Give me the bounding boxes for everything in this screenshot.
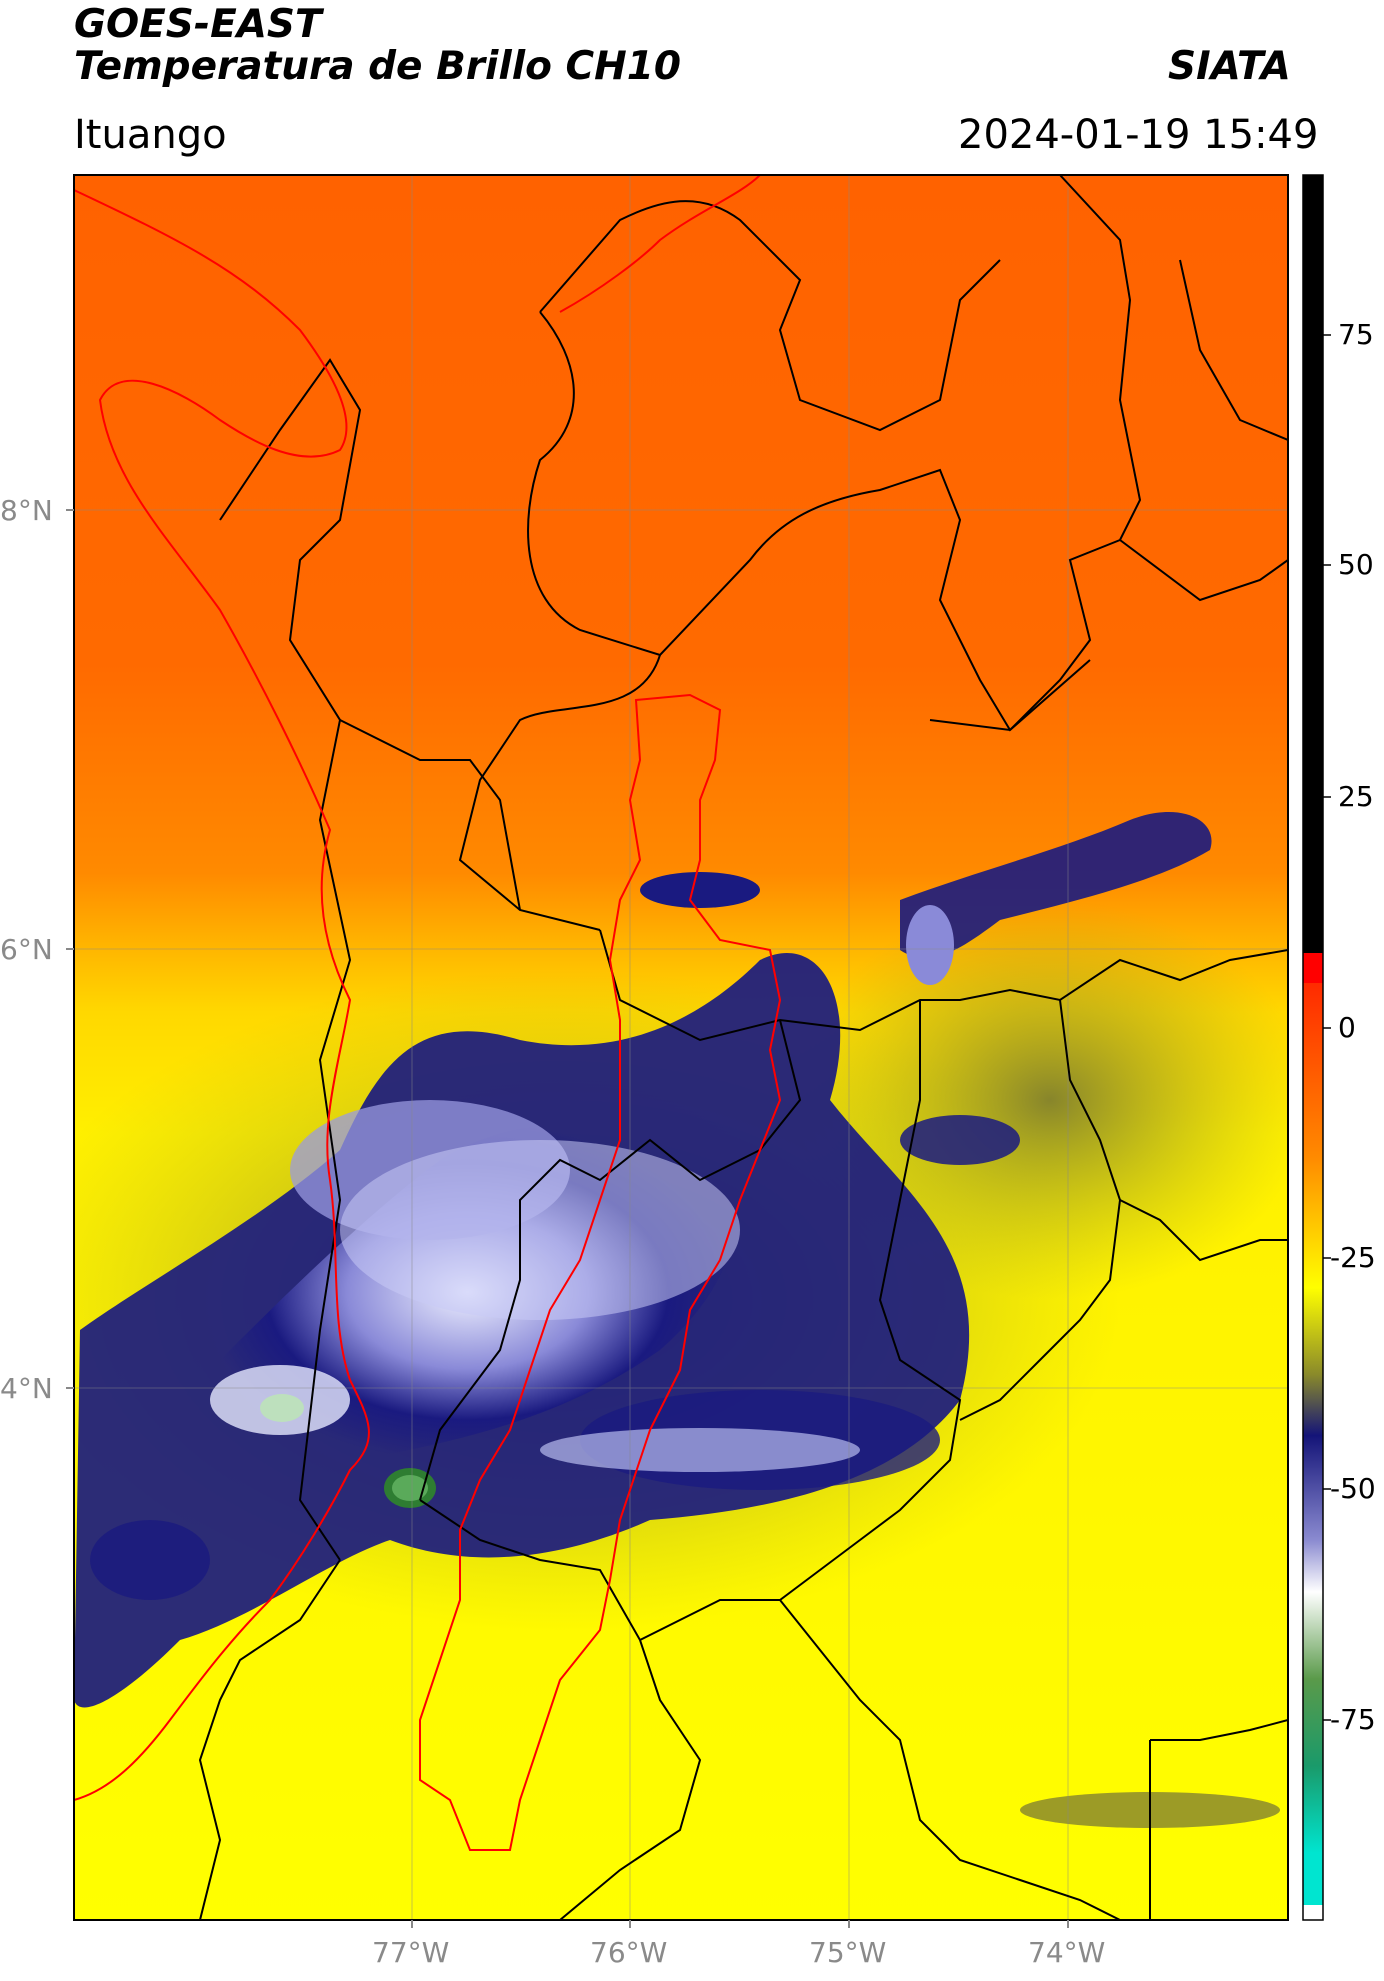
region-outline	[74, 175, 782, 1851]
location-label: Ituango	[74, 112, 227, 158]
lat-label-4n: 4°N	[0, 1372, 53, 1405]
colorbar-label-minus75: -75	[1330, 1703, 1376, 1736]
lat-label-6n: 6°N	[0, 933, 53, 966]
lon-label-75w: 75°W	[809, 1936, 887, 1969]
department-boundaries	[198, 175, 1288, 1920]
axis-ticks	[66, 509, 1069, 1928]
map-frame	[73, 174, 1289, 1921]
colorbar-label-75: 75	[1338, 318, 1374, 351]
lon-label-76w: 76°W	[590, 1936, 668, 1969]
product-title: Temperatura de Brillo CH10	[74, 44, 682, 89]
colorbar-label-0: 0	[1338, 1011, 1356, 1044]
lat-label-8n: 8°N	[0, 494, 53, 527]
colorbar	[1302, 174, 1331, 1921]
org-label: SIATA	[1168, 44, 1291, 89]
cloud-features	[74, 811, 1288, 1828]
datetime-label: 2024-01-19 15:49	[958, 112, 1319, 158]
colorbar-label-minus50: -50	[1330, 1472, 1376, 1505]
lon-label-77w: 77°W	[372, 1936, 450, 1969]
lon-label-74w: 74°W	[1028, 1936, 1106, 1969]
graticule	[74, 175, 1288, 1920]
colorbar-label-minus25: -25	[1330, 1241, 1376, 1274]
colorbar-label-50: 50	[1338, 548, 1374, 581]
satellite-title: GOES-EAST	[74, 2, 322, 47]
colorbar-label-25: 25	[1338, 780, 1374, 813]
